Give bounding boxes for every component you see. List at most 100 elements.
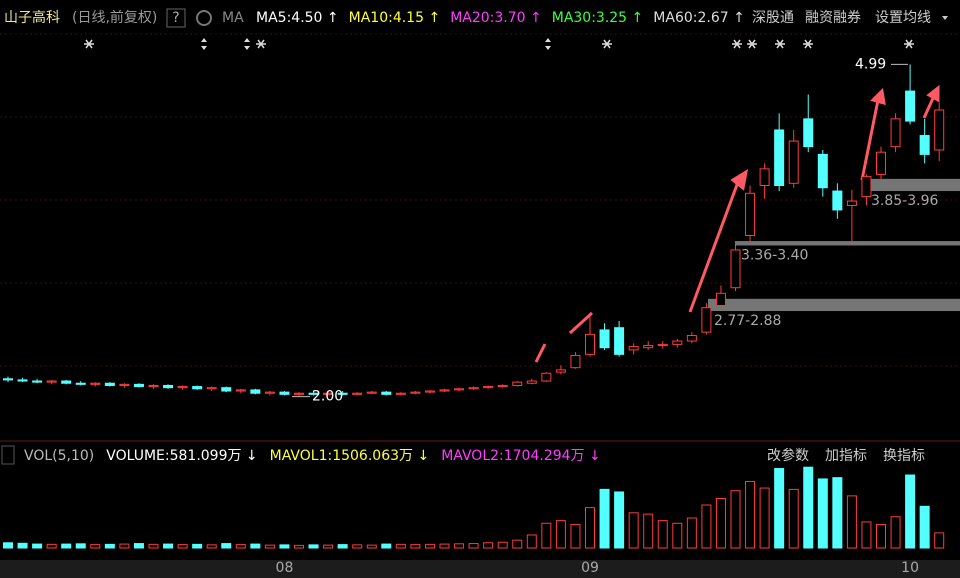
x-tick-label: 09 bbox=[581, 560, 599, 576]
event-marker bbox=[748, 39, 756, 49]
volume-header: MAVOL1:1506.063万 ↓ bbox=[270, 448, 430, 464]
x-tick-label: 08 bbox=[276, 560, 294, 576]
volume-bar bbox=[730, 490, 741, 549]
ma-value: MA20:3.70 ↑ bbox=[450, 10, 542, 26]
candle-body bbox=[832, 190, 843, 211]
volume-bar bbox=[264, 544, 275, 549]
volume-bar bbox=[279, 544, 290, 549]
candle-body bbox=[643, 344, 654, 349]
event-marker bbox=[733, 39, 741, 49]
volume-bar bbox=[424, 543, 435, 549]
volume-bar bbox=[206, 544, 217, 549]
dropdown-caret[interactable] bbox=[942, 16, 948, 20]
candle-body bbox=[424, 390, 435, 393]
ma-value: MA5:4.50 ↑ bbox=[256, 10, 339, 26]
support-label: 3.36-3.40 bbox=[741, 247, 808, 263]
candle-body bbox=[177, 386, 188, 389]
candle-body bbox=[235, 389, 246, 392]
candle-body bbox=[366, 391, 377, 394]
candle-body bbox=[133, 383, 144, 388]
candle-body bbox=[730, 249, 741, 289]
event-marker bbox=[545, 38, 551, 50]
header-link[interactable]: 深股通 bbox=[752, 10, 794, 26]
grid bbox=[0, 33, 960, 367]
help-box[interactable] bbox=[166, 8, 186, 28]
volume-header: VOLUME:581.099万 ↓ bbox=[106, 448, 257, 464]
candle-body bbox=[90, 382, 101, 385]
indicator-button[interactable]: 加指标 bbox=[825, 448, 867, 464]
indicator-button[interactable]: 换指标 bbox=[883, 447, 925, 464]
volume-bar bbox=[817, 478, 828, 549]
help[interactable]: ? bbox=[172, 10, 179, 26]
volume-bar bbox=[497, 541, 508, 549]
price-annotation: 2.00 bbox=[312, 389, 343, 405]
volume-bar bbox=[701, 504, 712, 549]
candle-body bbox=[919, 135, 930, 155]
candle-body bbox=[788, 140, 799, 184]
volume-bar bbox=[643, 513, 654, 549]
candle-body bbox=[395, 392, 406, 395]
volume-bar bbox=[861, 521, 872, 549]
volume-bar bbox=[133, 543, 144, 549]
candle-body bbox=[294, 392, 304, 395]
volume-bar bbox=[119, 543, 130, 549]
candle-body bbox=[934, 109, 945, 151]
volume-bar bbox=[75, 543, 86, 549]
candle-body bbox=[541, 372, 552, 382]
volume-bar bbox=[221, 543, 232, 549]
candle-body bbox=[221, 387, 232, 392]
volume-bar bbox=[3, 542, 13, 549]
candle-body bbox=[337, 392, 348, 395]
volume-header: MAVOL2:1704.294万 ↓ bbox=[441, 448, 601, 464]
candle-body bbox=[861, 176, 872, 198]
volume-bar bbox=[308, 544, 319, 549]
volume-bar bbox=[46, 543, 57, 549]
trend-arrows bbox=[534, 84, 940, 363]
volume-bar bbox=[541, 522, 552, 549]
header-link[interactable]: 设置均线 bbox=[875, 10, 931, 26]
volume-bar bbox=[352, 544, 363, 549]
candle-body bbox=[876, 151, 886, 175]
candle-body bbox=[3, 378, 13, 381]
support-label: 2.77-2.88 bbox=[714, 313, 781, 329]
volume-bar bbox=[846, 495, 857, 549]
volume-bar bbox=[294, 544, 304, 549]
event-marker bbox=[201, 38, 207, 50]
candle-body bbox=[497, 384, 508, 388]
header-link[interactable]: 融资融券 bbox=[805, 10, 861, 26]
vol-menu[interactable] bbox=[1, 445, 15, 465]
candle-body bbox=[657, 343, 668, 346]
candle-body bbox=[206, 387, 217, 390]
candle-body bbox=[759, 168, 770, 187]
volume-bar bbox=[686, 517, 697, 549]
candle-body bbox=[890, 118, 901, 148]
volume-bar bbox=[61, 543, 72, 549]
volume-bar bbox=[104, 543, 115, 549]
volume-bar bbox=[454, 543, 465, 549]
volume-bar bbox=[934, 532, 945, 549]
candle-body bbox=[817, 153, 828, 189]
candle-body bbox=[279, 391, 290, 395]
gear-icon[interactable] bbox=[196, 10, 212, 26]
candle-body bbox=[119, 383, 130, 386]
volume-bar bbox=[628, 512, 639, 549]
volume-bar bbox=[555, 520, 566, 549]
stock-name: 山子高科 bbox=[4, 9, 60, 26]
event-marker bbox=[804, 39, 812, 49]
indicator-button[interactable]: 改参数 bbox=[767, 447, 809, 464]
mode: (日线,前复权) bbox=[72, 9, 157, 26]
candle-body bbox=[905, 90, 916, 122]
ma-value: MA30:3.25 ↑ bbox=[552, 10, 644, 26]
volume-bar bbox=[439, 543, 450, 549]
volume-bar bbox=[876, 524, 886, 549]
candle-body bbox=[686, 334, 697, 342]
volume-bar bbox=[774, 468, 785, 549]
x-axis-band bbox=[0, 560, 960, 578]
support-band bbox=[865, 178, 960, 192]
volume-bar bbox=[512, 539, 523, 549]
candle-body bbox=[46, 380, 57, 383]
ma-value: MA60:2.67 ↑ bbox=[653, 10, 745, 26]
candle-body bbox=[483, 386, 494, 389]
candle-body bbox=[163, 384, 174, 389]
